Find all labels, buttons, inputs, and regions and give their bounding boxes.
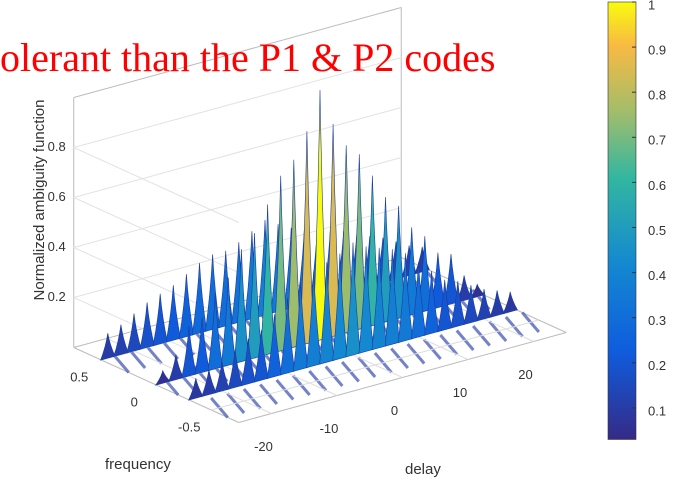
surface-peak — [201, 369, 217, 398]
y-tick-label: 0.5 — [70, 369, 88, 384]
z-axis-label: Normalized ambiguity function — [31, 100, 48, 301]
surface-peak — [286, 159, 302, 350]
surface-peak — [397, 253, 413, 343]
x-tick-label: 10 — [453, 385, 467, 400]
surface-peak — [233, 249, 249, 364]
surface-peak — [240, 338, 256, 387]
x-axis-label: delay — [405, 461, 441, 478]
surface-peak — [165, 285, 181, 343]
surface-peak — [214, 360, 230, 394]
surface-peak — [152, 293, 168, 347]
surface-peak — [312, 89, 328, 343]
surface-peak — [113, 324, 129, 358]
surface-peak — [205, 254, 221, 332]
surface-peak — [227, 349, 243, 390]
x-tick-label: -20 — [254, 439, 273, 454]
surface-peak — [358, 246, 374, 354]
surface-peak — [502, 291, 518, 315]
surface-peak — [332, 253, 348, 361]
z-tick-label: 0.8 — [48, 139, 66, 154]
surface-peak — [293, 281, 309, 372]
surface-peak — [273, 175, 289, 354]
surface-peak — [260, 204, 276, 357]
x-tick-label: 0 — [391, 403, 398, 418]
colorbar-tick-label: 0.5 — [648, 223, 666, 238]
surface-peak — [325, 123, 341, 339]
surface-peak — [126, 313, 142, 354]
colorbar-tick-label: 0.9 — [648, 43, 666, 58]
colorbar-tick-label: 0.2 — [648, 358, 666, 373]
surface-peak — [299, 131, 315, 346]
surface-peak — [181, 325, 197, 379]
surface-peak — [100, 333, 116, 361]
surface-peak — [207, 293, 223, 372]
y-axis-label: frequency — [105, 456, 171, 473]
surface-peak — [476, 288, 492, 322]
x-tick-label: -10 — [320, 421, 339, 436]
colorbar-tick-label: 0.7 — [648, 133, 666, 148]
colorbar — [607, 1, 637, 440]
z-tick-label: 0.2 — [48, 289, 66, 304]
colorbar-tick-label: 0.8 — [648, 88, 666, 103]
x-tick-label: 20 — [518, 367, 532, 382]
grid-line — [72, 107, 402, 273]
colorbar-tick-label: 0.1 — [648, 403, 666, 418]
surface-peak — [154, 369, 171, 386]
colorbar-tick-label: 0.3 — [648, 313, 666, 328]
surface-peak — [450, 281, 466, 329]
surface-peak — [306, 270, 322, 369]
surface-peak — [178, 274, 194, 339]
colorbar-tick-label: 1 — [648, 0, 655, 12]
surface-peak — [279, 297, 296, 376]
surface-peak — [384, 249, 400, 347]
grid-line — [72, 57, 402, 223]
surface-peak — [437, 279, 453, 333]
surface-peak — [246, 232, 263, 361]
surface-peak — [424, 270, 440, 336]
z-tick-label: 0.6 — [48, 189, 66, 204]
plot-layer — [72, 7, 567, 423]
axis-box — [73, 7, 402, 98]
surface-peak — [371, 247, 387, 351]
surface-peak — [253, 330, 269, 383]
colorbar-tick-label: 0.6 — [648, 178, 666, 193]
surface-peak — [139, 302, 155, 350]
overlay-text: olerant than the P1 & P2 codes — [0, 35, 495, 80]
surface-peak — [410, 261, 427, 340]
z-tick-label: 0.4 — [48, 239, 66, 254]
surface-peak — [191, 262, 208, 336]
surface-peak — [319, 262, 335, 365]
surface-peak — [220, 277, 236, 368]
colorbar-tick-label: 0.4 — [648, 268, 666, 283]
surface-peak — [168, 354, 184, 383]
y-tick-label: -0.5 — [178, 419, 200, 434]
surface-peak — [266, 314, 282, 379]
grid-line — [72, 157, 402, 323]
surface-peak — [188, 378, 204, 401]
surface-peak — [345, 242, 361, 358]
surface-peak — [456, 275, 472, 303]
y-tick-label: 0 — [131, 394, 138, 409]
surface-peak — [463, 285, 479, 326]
grid-line — [211, 319, 539, 411]
surface-peak — [194, 317, 210, 375]
surface-peak — [469, 283, 485, 300]
surface-peak — [489, 290, 505, 318]
